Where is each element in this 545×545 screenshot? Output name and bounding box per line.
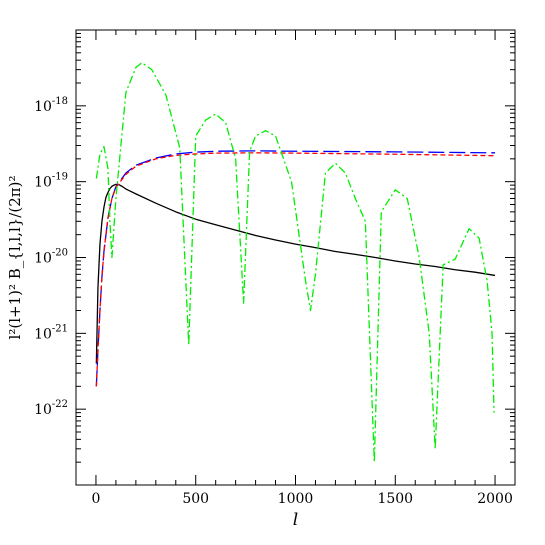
x-tick-label: 1500 bbox=[377, 491, 413, 507]
y-tick-label: 10-18 bbox=[34, 96, 68, 115]
y-axis-label: l²(l+1)² B_{l,l,l}/(2π)² bbox=[6, 176, 24, 340]
y-axis: 10-22 10-21 10-20 10-19 10-18 bbox=[34, 32, 515, 486]
x-tick-label: 2000 bbox=[477, 491, 513, 507]
series-line-long-dash-blue bbox=[95, 150, 496, 387]
x-tick-label: 0 bbox=[91, 491, 100, 507]
series-line-solid-black bbox=[95, 183, 496, 364]
y-axis-label-group: l²(l+1)² B_{l,l,l}/(2π)² bbox=[6, 176, 24, 340]
y-tick-label: 10-21 bbox=[34, 323, 68, 342]
y-tick-label: 10-22 bbox=[34, 399, 68, 418]
x-tick-label: 500 bbox=[182, 491, 209, 507]
x-axis: 0 500 1000 1500 2000 bbox=[91, 30, 513, 507]
series-layer bbox=[95, 62, 496, 463]
series-line-dash-dot-green bbox=[95, 62, 495, 463]
y-tick-label: 10-19 bbox=[34, 172, 68, 191]
x-axis-label: l bbox=[293, 510, 298, 530]
x-tick-label: 1000 bbox=[278, 491, 314, 507]
y-tick-label: 10-20 bbox=[34, 248, 68, 267]
